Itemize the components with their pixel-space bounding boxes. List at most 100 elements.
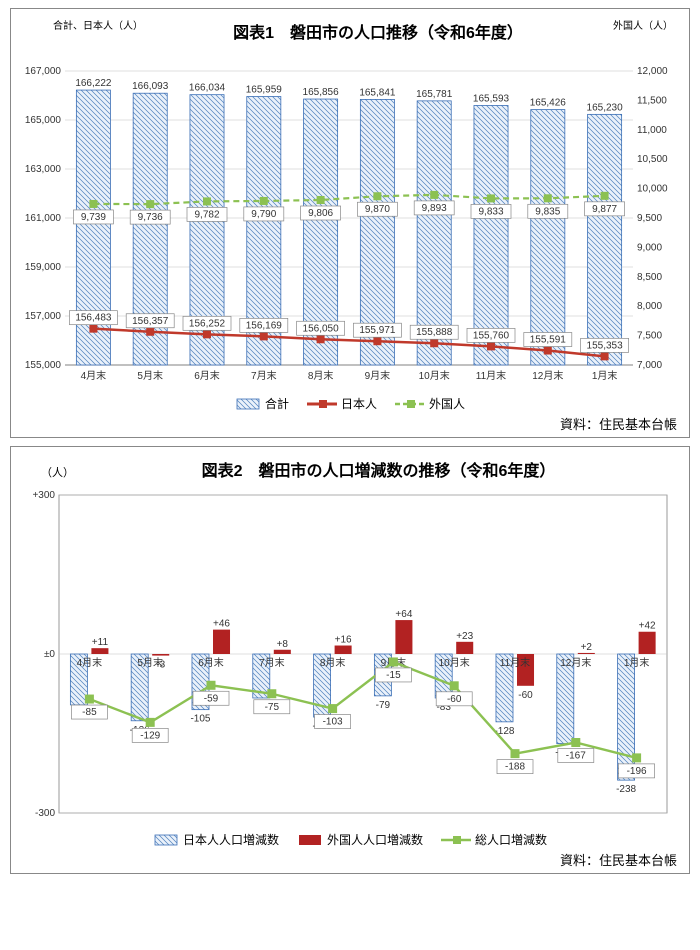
svg-text:7月末: 7月末 [251,369,277,382]
svg-text:+8: +8 [277,639,289,650]
chart1-left-axis-label: 合計、日本人（人） [53,17,143,49]
svg-text:156,252: 156,252 [189,318,226,329]
legend2-japanese: 日本人人口増減数 [153,831,279,848]
svg-text:+46: +46 [213,619,230,630]
chart2-title: 図表2 磐田市の人口増減数の推移（令和6年度） [74,457,683,481]
svg-text:-196: -196 [627,766,647,777]
svg-text:9,835: 9,835 [535,206,560,217]
legend-total: 合計 [235,395,289,412]
svg-text:155,000: 155,000 [25,360,62,371]
svg-text:156,169: 156,169 [246,320,283,331]
svg-text:7月末: 7月末 [259,656,285,669]
chart1-title: 図表1 磐田市の人口推移（令和6年度） [143,19,613,43]
svg-text:-300: -300 [35,808,55,819]
chart2-svg: -300±0+300-96+114月末-126-35月末-105+466月末-8… [17,487,681,827]
svg-text:11,000: 11,000 [637,125,667,136]
svg-text:1月末: 1月末 [592,369,618,382]
svg-text:166,222: 166,222 [75,78,112,89]
svg-text:156,050: 156,050 [303,323,340,334]
svg-text:155,353: 155,353 [587,340,624,351]
chart1-panel: 合計、日本人（人） 図表1 磐田市の人口推移（令和6年度） 外国人（人） 155… [10,8,690,438]
svg-text:-167: -167 [566,751,586,762]
svg-text:165,856: 165,856 [303,87,340,98]
svg-text:+300: +300 [32,490,55,501]
svg-text:8月末: 8月末 [320,656,346,669]
svg-text:165,841: 165,841 [359,87,396,98]
legend2-total: 総人口増減数 [441,831,547,848]
chart2-legend: 日本人人口増減数 外国人人口増減数 総人口増減数 [17,831,683,848]
svg-text:+23: +23 [456,631,473,642]
svg-text:8月末: 8月末 [308,369,334,382]
svg-text:-103: -103 [323,717,343,728]
svg-text:155,591: 155,591 [530,335,567,346]
svg-text:-75: -75 [265,702,280,713]
chart2-y-label: （人） [17,464,74,480]
svg-text:9,870: 9,870 [365,204,390,215]
svg-text:-188: -188 [505,762,525,773]
svg-text:10,000: 10,000 [637,184,668,195]
chart1-svg: 155,000157,000159,000161,000163,000165,0… [17,51,681,391]
svg-text:-238: -238 [616,784,636,795]
svg-text:10月末: 10月末 [439,656,470,669]
svg-text:9,833: 9,833 [478,206,503,217]
svg-text:7,000: 7,000 [637,360,662,371]
chart1-legend: 合計 日本人 外国人 [17,395,683,412]
svg-text:165,593: 165,593 [473,93,510,104]
chart2-source: 資料：住民基本台帳 [17,848,683,869]
svg-text:167,000: 167,000 [25,66,62,77]
svg-text:156,357: 156,357 [132,316,169,327]
svg-text:12月末: 12月末 [560,656,591,669]
svg-text:9,000: 9,000 [637,242,662,253]
svg-text:165,230: 165,230 [587,102,624,113]
svg-text:12,000: 12,000 [637,66,668,77]
svg-text:-15: -15 [386,670,401,681]
svg-text:9,806: 9,806 [308,208,333,219]
svg-text:-60: -60 [518,690,533,701]
chart2-plot: -300±0+300-96+114月末-126-35月末-105+466月末-8… [17,487,683,827]
svg-text:9,877: 9,877 [592,204,617,215]
svg-text:-129: -129 [140,730,160,741]
svg-text:7,500: 7,500 [637,331,662,342]
svg-text:156,483: 156,483 [75,313,112,324]
svg-text:-105: -105 [190,714,210,725]
svg-text:+16: +16 [335,635,352,646]
svg-text:+11: +11 [92,637,109,648]
svg-text:159,000: 159,000 [25,262,62,273]
svg-text:11月末: 11月末 [500,656,530,669]
legend-japanese: 日本人 [307,395,377,412]
legend-foreign: 外国人 [395,395,465,412]
svg-text:10,500: 10,500 [637,154,668,165]
svg-text:4月末: 4月末 [77,656,103,669]
svg-text:11,500: 11,500 [637,95,667,106]
svg-text:161,000: 161,000 [25,213,62,224]
svg-text:10月末: 10月末 [419,369,450,382]
svg-text:166,034: 166,034 [189,83,226,94]
svg-text:165,781: 165,781 [416,89,453,100]
svg-text:165,000: 165,000 [25,115,62,126]
svg-text:6月末: 6月末 [194,369,220,382]
chart1-plot: 155,000157,000159,000161,000163,000165,0… [17,51,683,391]
svg-text:155,760: 155,760 [473,330,510,341]
svg-text:5月末: 5月末 [137,656,163,669]
svg-text:9,736: 9,736 [138,212,163,223]
svg-text:5月末: 5月末 [137,369,163,382]
svg-text:157,000: 157,000 [25,311,62,322]
svg-text:-60: -60 [447,694,462,705]
svg-text:165,426: 165,426 [530,98,567,109]
legend2-foreign: 外国人人口増減数 [297,831,423,848]
svg-text:-79: -79 [376,700,391,711]
svg-text:1月末: 1月末 [624,656,650,669]
svg-text:+64: +64 [395,609,412,620]
svg-text:9,782: 9,782 [194,209,219,220]
chart1-source: 資料：住民基本台帳 [17,412,683,433]
svg-text:-59: -59 [204,693,219,704]
svg-text:155,971: 155,971 [359,325,396,336]
svg-text:12月末: 12月末 [532,369,563,382]
svg-text:4月末: 4月末 [81,369,107,382]
svg-text:±0: ±0 [44,649,55,660]
svg-text:165,959: 165,959 [246,85,283,96]
chart2-panel: （人） 図表2 磐田市の人口増減数の推移（令和6年度） -300±0+300-9… [10,446,690,874]
svg-text:9,500: 9,500 [637,213,662,224]
chart1-axis-labels: 合計、日本人（人） 図表1 磐田市の人口推移（令和6年度） 外国人（人） [17,17,683,51]
svg-text:+42: +42 [639,621,656,632]
